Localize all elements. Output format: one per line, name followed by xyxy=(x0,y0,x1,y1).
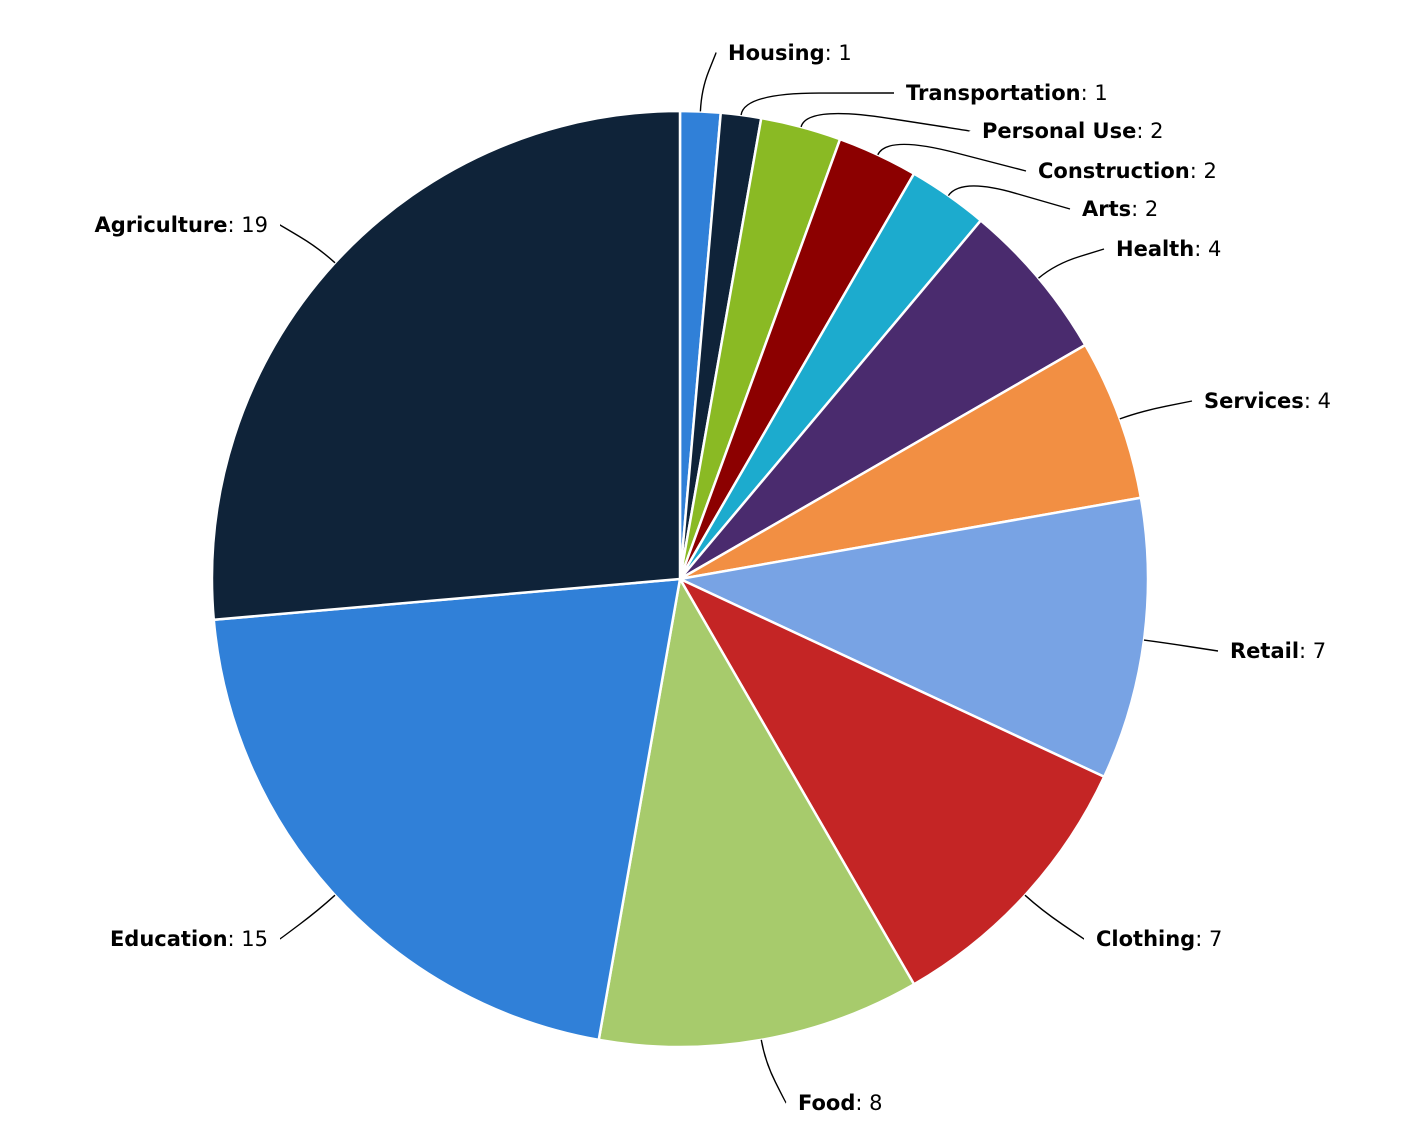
data-label-clothing: Clothing: 7 xyxy=(1096,927,1222,951)
data-label-value: : 4 xyxy=(1304,389,1331,413)
data-label-services: Services: 4 xyxy=(1204,389,1331,413)
pie-slice-agriculture[interactable] xyxy=(210,109,682,622)
data-label-name: Personal Use xyxy=(982,119,1136,143)
data-label-name: Services xyxy=(1204,389,1304,413)
data-label-value: : 2 xyxy=(1131,197,1158,221)
connector-clothing xyxy=(1024,894,1085,940)
data-label-value: : 4 xyxy=(1194,237,1221,261)
pie-slice-retail[interactable] xyxy=(678,496,1150,779)
data-label-personal-use: Personal Use: 2 xyxy=(982,119,1163,143)
data-label-name: Arts xyxy=(1082,197,1131,221)
data-label-name: Agriculture xyxy=(94,213,227,237)
data-label-name: Food xyxy=(798,1091,855,1115)
data-label-value: : 2 xyxy=(1190,159,1217,183)
connector-education xyxy=(279,894,336,940)
data-label-housing: Housing: 1 xyxy=(728,41,852,65)
data-label-name: Housing xyxy=(728,41,825,65)
data-label-name: Clothing xyxy=(1096,927,1195,951)
data-label-value: : 2 xyxy=(1136,119,1163,143)
data-label-construction: Construction: 2 xyxy=(1038,159,1217,183)
connector-housing xyxy=(699,52,717,112)
data-label-value: : 19 xyxy=(228,213,268,237)
slices-layer xyxy=(210,109,1150,1049)
data-label-name: Education xyxy=(110,927,228,951)
connector-health xyxy=(1038,248,1105,279)
data-label-value: : 1 xyxy=(825,41,852,65)
connector-construction xyxy=(877,143,1027,172)
data-label-value: : 7 xyxy=(1195,927,1222,951)
data-label-food: Food: 8 xyxy=(798,1091,883,1115)
connector-personal-use xyxy=(800,112,971,132)
connector-services xyxy=(1119,400,1193,420)
connector-transportation xyxy=(740,92,895,116)
pie-slice-food[interactable] xyxy=(597,577,916,1049)
connectors-layer xyxy=(279,52,1219,1104)
data-label-transportation: Transportation: 1 xyxy=(906,81,1108,105)
pie-slice-education[interactable] xyxy=(212,577,682,1042)
connector-retail xyxy=(1143,639,1219,652)
data-label-value: : 8 xyxy=(855,1091,882,1115)
data-label-arts: Arts: 2 xyxy=(1082,197,1158,221)
connector-agriculture xyxy=(279,224,336,264)
data-label-name: Health xyxy=(1116,237,1194,261)
data-label-value: : 1 xyxy=(1081,81,1108,105)
data-label-value: : 15 xyxy=(228,927,268,951)
data-label-health: Health: 4 xyxy=(1116,237,1221,261)
data-label-value: : 7 xyxy=(1299,639,1326,663)
data-label-education: Education: 15 xyxy=(110,927,268,951)
data-label-agriculture: Agriculture: 19 xyxy=(94,213,268,237)
connector-food xyxy=(760,1039,787,1104)
pie-slice-services[interactable] xyxy=(678,343,1143,581)
connector-arts xyxy=(947,185,1071,210)
data-label-name: Transportation xyxy=(906,81,1081,105)
data-label-retail: Retail: 7 xyxy=(1230,639,1326,663)
data-label-name: Construction xyxy=(1038,159,1190,183)
data-label-name: Retail xyxy=(1230,639,1299,663)
